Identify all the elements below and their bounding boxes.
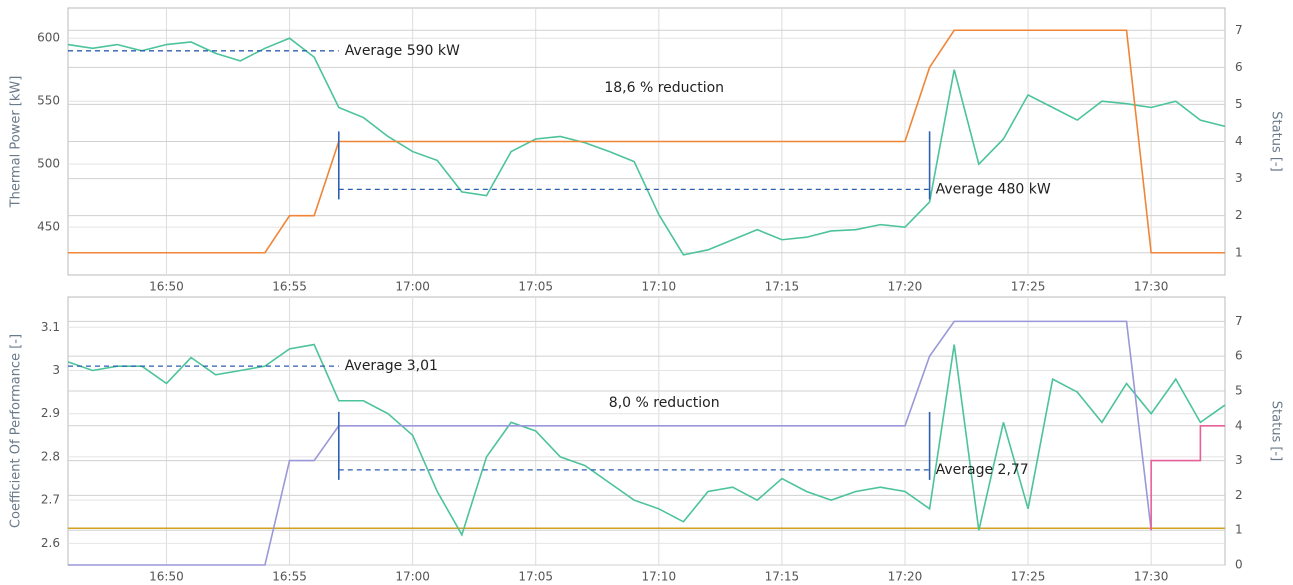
y2-tick-label: 7 (1235, 314, 1243, 328)
series-line (68, 320, 1152, 566)
annotation: 18,6 % reduction (604, 80, 724, 96)
y2-tick-label: 4 (1235, 418, 1243, 432)
y2-tick-label: 6 (1235, 349, 1243, 363)
annotation: Average 2,77 (936, 462, 1029, 478)
x-tick-label: 17:20 (888, 570, 923, 584)
annotation: Average 590 kW (345, 43, 460, 59)
y2-tick-label: 1 (1235, 245, 1243, 259)
y2-tick-label: 7 (1235, 23, 1243, 37)
y-tick-label: 3 (52, 363, 60, 377)
y-axis-label: Thermal Power [kW] (9, 76, 24, 209)
y-tick-label: 2.9 (41, 406, 60, 420)
y2-tick-label: 0 (1235, 558, 1243, 572)
x-tick-label: 16:50 (149, 570, 184, 584)
y-tick-label: 550 (37, 94, 60, 108)
x-tick-label: 17:05 (518, 570, 553, 584)
y-tick-label: 2.6 (41, 536, 60, 550)
y2-axis-label: Status [-] (1269, 111, 1284, 171)
annotation: Average 3,01 (345, 358, 438, 374)
y2-tick-label: 2 (1235, 208, 1243, 222)
x-tick-label: 17:00 (395, 280, 430, 294)
plot-area (67, 296, 1226, 566)
x-tick-label: 16:50 (149, 280, 184, 294)
x-tick-label: 17:10 (642, 280, 677, 294)
y-tick-label: 2.8 (41, 449, 60, 463)
x-tick-label: 17:30 (1134, 570, 1169, 584)
y-tick-label: 450 (37, 220, 60, 234)
x-tick-label: 16:55 (272, 570, 307, 584)
y2-tick-label: 5 (1235, 97, 1243, 111)
y2-tick-label: 3 (1235, 171, 1243, 185)
y-tick-label: 500 (37, 157, 60, 171)
annotation: Average 480 kW (936, 181, 1051, 197)
y2-axis-label: Status [-] (1269, 401, 1284, 461)
y-tick-label: 2.7 (41, 493, 60, 507)
x-tick-label: 17:15 (765, 280, 800, 294)
x-tick-label: 17:20 (888, 280, 923, 294)
x-tick-label: 17:10 (642, 570, 677, 584)
y2-tick-label: 4 (1235, 134, 1243, 148)
x-tick-label: 17:05 (518, 280, 553, 294)
y-tick-label: 600 (37, 31, 60, 45)
y2-tick-label: 6 (1235, 60, 1243, 74)
x-tick-label: 17:25 (1011, 570, 1046, 584)
annotation: 8,0 % reduction (609, 395, 720, 411)
y-axis-label: Coefficient Of Performance [-] (9, 334, 24, 528)
x-tick-label: 17:15 (765, 570, 800, 584)
x-tick-label: 16:55 (272, 280, 307, 294)
y2-tick-label: 1 (1235, 523, 1243, 537)
series-line (67, 343, 1226, 537)
x-tick-label: 17:25 (1011, 280, 1046, 294)
y-tick-label: 3.1 (41, 320, 60, 334)
x-tick-label: 17:30 (1134, 280, 1169, 294)
series-line (1150, 424, 1225, 531)
x-tick-label: 17:00 (395, 570, 430, 584)
y2-tick-label: 3 (1235, 453, 1243, 467)
y2-tick-label: 2 (1235, 488, 1243, 502)
y2-tick-label: 5 (1235, 383, 1243, 397)
series-line (68, 29, 1225, 254)
